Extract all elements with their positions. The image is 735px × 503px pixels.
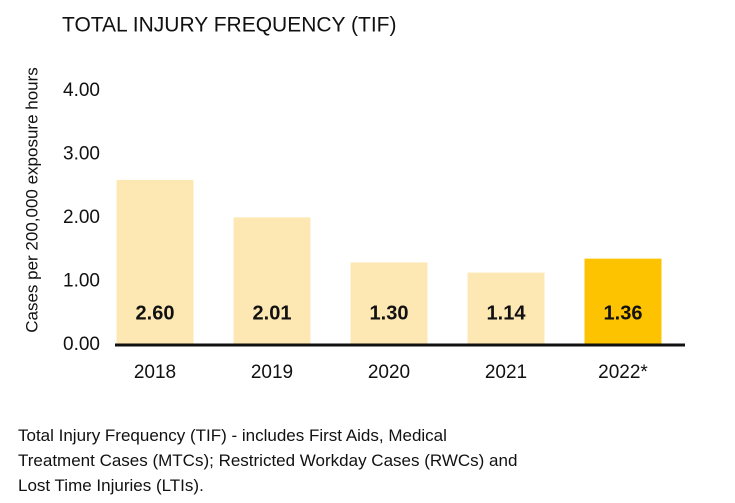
bar (584, 258, 662, 345)
footnote-line: Total Injury Frequency (TIF) - includes … (18, 426, 447, 445)
y-tick-label: 4.00 (63, 80, 100, 101)
x-tick-label: 2021 (485, 362, 527, 383)
x-tick-label: 2018 (134, 362, 176, 383)
bar (350, 262, 428, 345)
y-axis-label: Cases per 200,000 exposure hours (22, 67, 41, 333)
y-tick-label: 1.00 (63, 271, 100, 292)
value-label: 2.01 (253, 302, 292, 324)
bar (467, 272, 545, 345)
y-tick-label: 3.00 (63, 144, 100, 165)
x-tick-label: 2020 (368, 362, 410, 383)
chart-title: TOTAL INJURY FREQUENCY (TIF) (62, 14, 396, 37)
y-tick-label: 2.00 (63, 207, 100, 228)
value-label: 1.36 (604, 302, 643, 324)
y-tick-label: 0.00 (63, 334, 100, 355)
footnote-line: Lost Time Injuries (LTIs). (18, 476, 204, 495)
value-label: 1.14 (487, 302, 527, 324)
x-tick-label: 2022* (598, 362, 648, 383)
value-label: 1.30 (370, 302, 409, 324)
value-label: 2.60 (136, 302, 175, 324)
x-tick-label: 2019 (251, 362, 293, 383)
bar (233, 217, 311, 345)
bar (116, 179, 194, 345)
footnote-line: Treatment Cases (MTCs); Restricted Workd… (18, 451, 517, 470)
